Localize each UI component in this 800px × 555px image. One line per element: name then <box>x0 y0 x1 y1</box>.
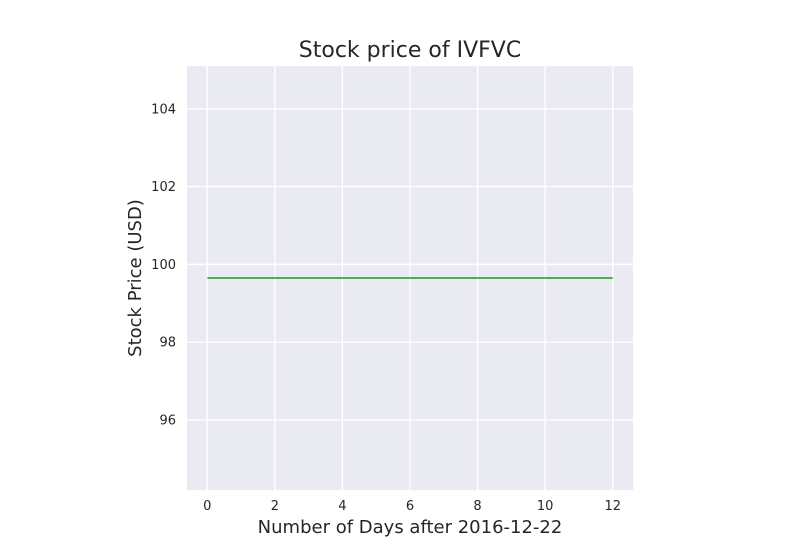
x-tick-label: 10 <box>537 499 554 514</box>
y-axis-label: Stock Price (USD) <box>125 199 146 357</box>
x-tick-label: 2 <box>271 499 279 514</box>
x-tick-label: 0 <box>203 499 211 514</box>
tick-label-layer: 0 2 4 6 8 10 12 96 98 100 102 104 <box>151 102 621 514</box>
x-tick-label: 12 <box>604 499 621 514</box>
y-tick-label: 104 <box>151 102 176 117</box>
x-tick-label: 4 <box>338 499 346 514</box>
chart-title: Stock price of IVFVC <box>299 38 521 63</box>
x-axis-label: Number of Days after 2016-12-22 <box>258 517 563 538</box>
y-tick-label: 102 <box>151 180 176 195</box>
y-tick-label: 96 <box>159 413 176 428</box>
y-tick-label: 98 <box>159 336 176 351</box>
y-tick-label: 100 <box>151 258 176 273</box>
x-tick-label: 8 <box>473 499 481 514</box>
x-tick-label: 6 <box>406 499 414 514</box>
